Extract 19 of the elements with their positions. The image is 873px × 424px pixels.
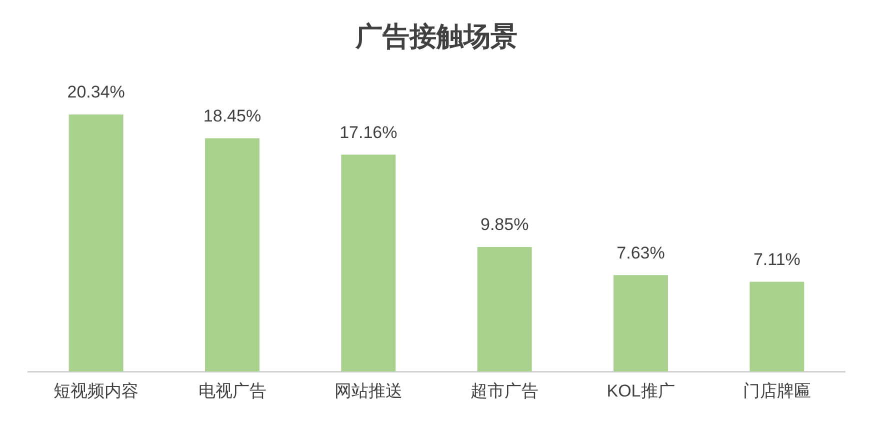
bar	[341, 154, 396, 372]
chart-title: 广告接触场景	[354, 22, 518, 52]
data-label: 7.63%	[616, 243, 665, 262]
x-tick-label: 电视广告	[198, 381, 266, 400]
data-label: 18.45%	[203, 106, 262, 126]
bar	[68, 114, 124, 372]
bar	[477, 247, 532, 372]
data-label: 20.34%	[67, 82, 125, 102]
x-tick-label: 网站推送	[334, 381, 402, 400]
data-label: 9.85%	[480, 215, 529, 234]
x-tick-label: 短视频内容	[54, 381, 139, 400]
x-tick-label: 超市广告	[470, 381, 539, 400]
data-label: 7.11%	[753, 250, 800, 269]
data-label: 17.16%	[340, 122, 398, 142]
x-tick-label: KOL推广	[606, 381, 675, 400]
bar	[750, 282, 804, 372]
bar	[205, 138, 260, 372]
x-tick-label: 门店牌匾	[742, 381, 811, 400]
bar	[614, 275, 668, 372]
